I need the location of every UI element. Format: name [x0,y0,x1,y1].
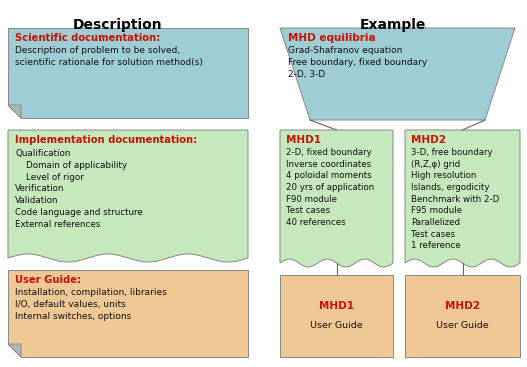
Text: MHD equilibria: MHD equilibria [288,33,376,43]
Text: Description of problem to be solved,
scientific rationale for solution method(s): Description of problem to be solved, sci… [15,46,203,67]
Polygon shape [8,130,248,262]
Text: Description: Description [73,18,163,32]
Text: 2-D, fixed boundary
Inverse coordinates
4 poloidal moments
20 yrs of application: 2-D, fixed boundary Inverse coordinates … [286,148,374,227]
Text: User Guide: User Guide [436,321,489,330]
Text: MHD1: MHD1 [319,301,354,311]
Text: Installation, compilation, libraries
I/O, default values, units
Internal switche: Installation, compilation, libraries I/O… [15,288,167,321]
Polygon shape [8,105,21,118]
Polygon shape [280,28,515,120]
Polygon shape [405,130,520,267]
Text: Implementation documentation:: Implementation documentation: [15,135,197,145]
Text: 3-D, free boundary
(R,Z,φ) grid
High resolution
Islands, ergodicity
Benchmark wi: 3-D, free boundary (R,Z,φ) grid High res… [411,148,499,250]
Text: User Guide:: User Guide: [15,275,81,285]
Polygon shape [8,28,248,118]
Polygon shape [280,130,393,267]
Text: Example: Example [360,18,426,32]
FancyBboxPatch shape [405,275,520,357]
Text: MHD2: MHD2 [411,135,446,145]
Text: MHD2: MHD2 [445,301,480,311]
Text: Grad-Shafranov equation
Free boundary, fixed boundary
2-D, 3-D: Grad-Shafranov equation Free boundary, f… [288,46,427,79]
Text: User Guide: User Guide [310,321,363,330]
Polygon shape [8,344,21,357]
Text: Qualification
    Domain of applicability
    Level of rigor
Verification
Valida: Qualification Domain of applicability Le… [15,149,143,229]
FancyBboxPatch shape [280,275,393,357]
Text: Scientific documentation:: Scientific documentation: [15,33,160,43]
Polygon shape [8,270,248,357]
Text: MHD1: MHD1 [286,135,321,145]
